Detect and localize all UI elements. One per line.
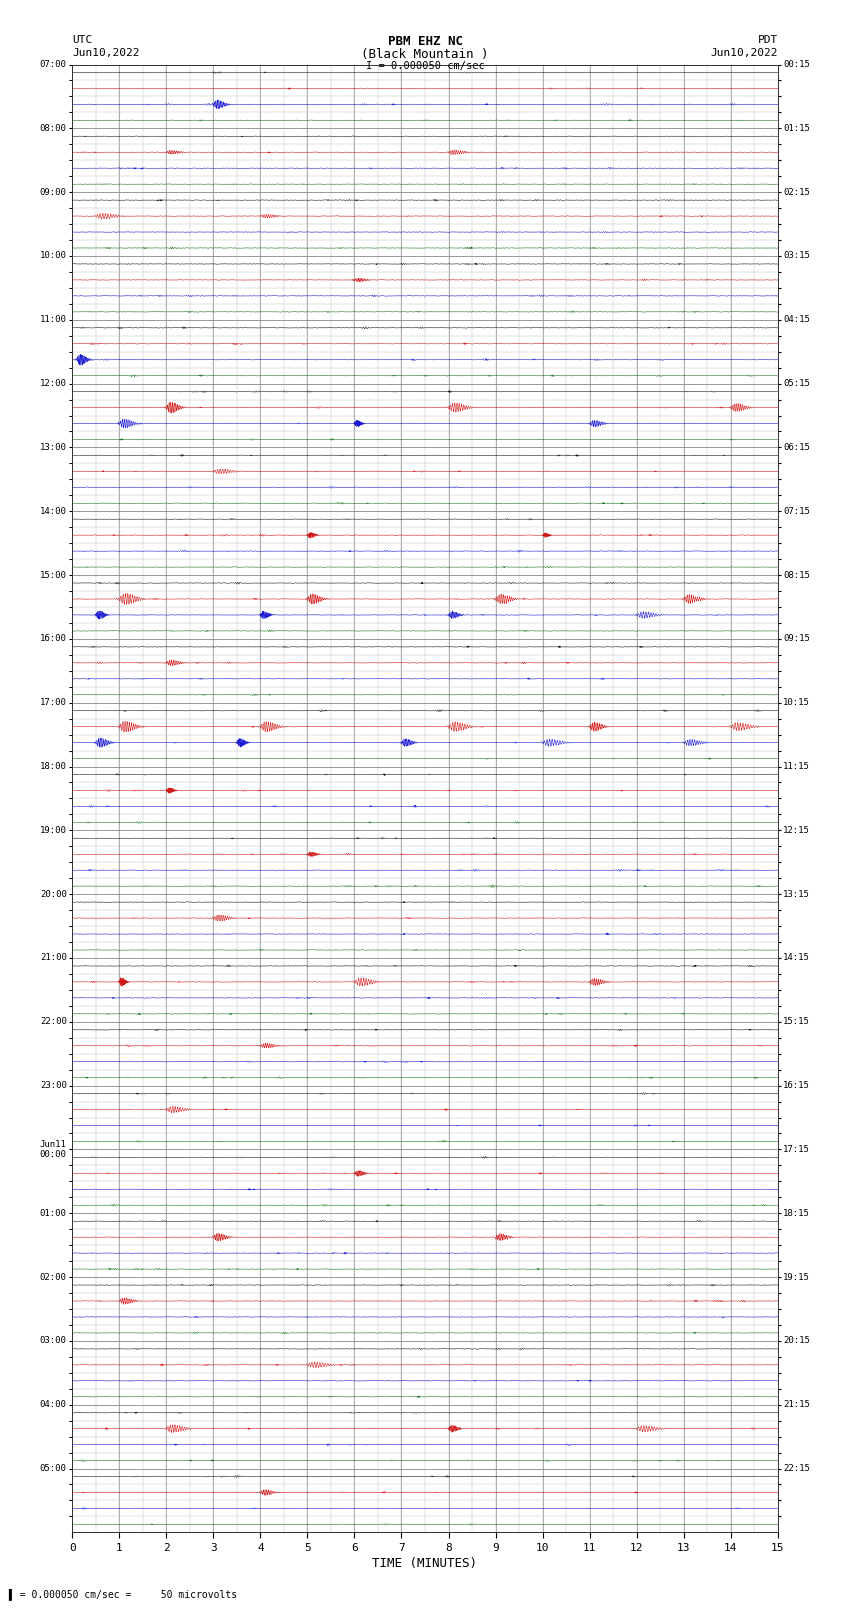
Text: I = 0.000050 cm/sec: I = 0.000050 cm/sec (366, 61, 484, 71)
X-axis label: TIME (MINUTES): TIME (MINUTES) (372, 1557, 478, 1569)
Text: Jun10,2022: Jun10,2022 (711, 48, 778, 58)
Text: Jun10,2022: Jun10,2022 (72, 48, 139, 58)
Text: PDT: PDT (757, 35, 778, 45)
Text: (Black Mountain ): (Black Mountain ) (361, 48, 489, 61)
Text: UTC: UTC (72, 35, 93, 45)
Text: ▌ = 0.000050 cm/sec =     50 microvolts: ▌ = 0.000050 cm/sec = 50 microvolts (8, 1589, 238, 1600)
Text: PBM EHZ NC: PBM EHZ NC (388, 35, 462, 48)
